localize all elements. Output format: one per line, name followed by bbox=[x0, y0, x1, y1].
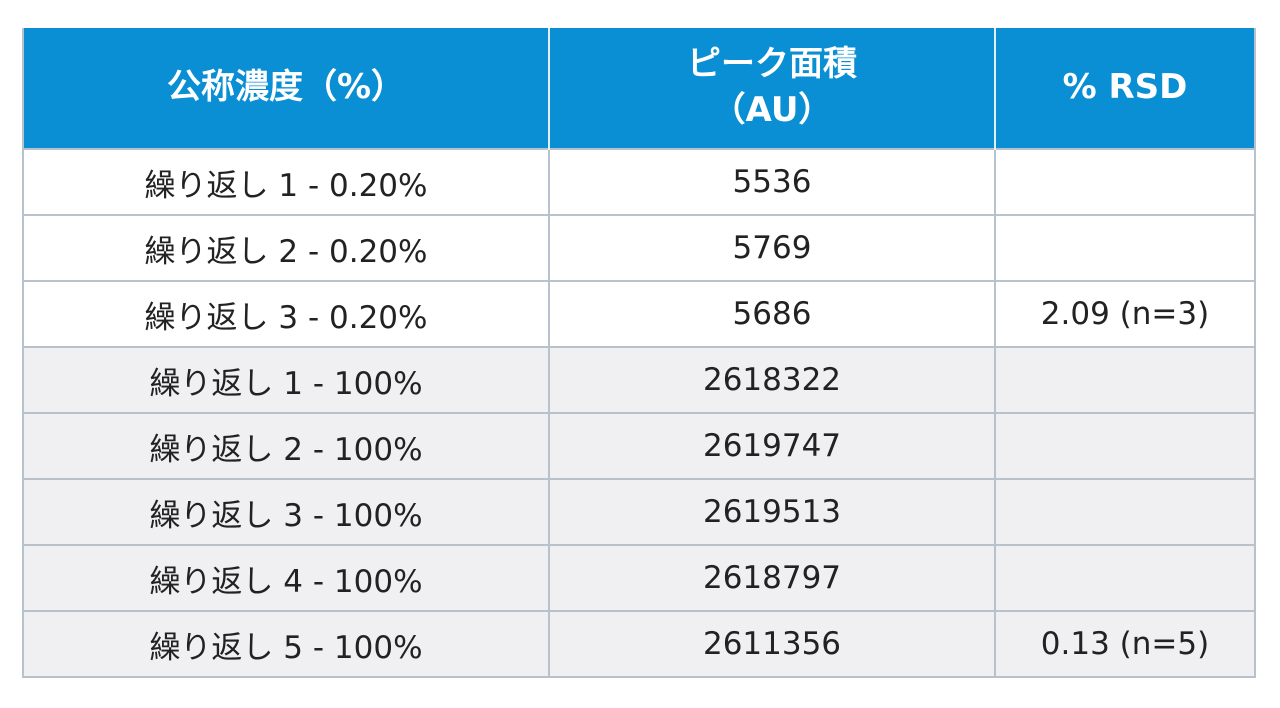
cell-replicate-label: 繰り返し 5 - 100% bbox=[22, 610, 550, 678]
header-nominal-concentration: 公称濃度（%） bbox=[22, 28, 550, 149]
cell-rsd bbox=[994, 346, 1256, 414]
cell-peak-area: 5536 bbox=[548, 148, 996, 216]
cell-peak-area: 5769 bbox=[548, 214, 996, 282]
cell-rsd: 2.09 (n=3) bbox=[994, 280, 1256, 348]
table-row: 繰り返し 3 - 100% 2619513 bbox=[22, 478, 1256, 546]
cell-rsd bbox=[994, 214, 1256, 282]
cell-peak-area: 5686 bbox=[548, 280, 996, 348]
table-row: 繰り返し 1 - 100% 2618322 bbox=[22, 346, 1256, 414]
header-peak-area-label: ピーク面積 bbox=[687, 44, 857, 85]
cell-peak-area: 2611356 bbox=[548, 610, 996, 678]
cell-replicate-label: 繰り返し 3 - 100% bbox=[22, 478, 550, 546]
table-row: 繰り返し 4 - 100% 2618797 bbox=[22, 544, 1256, 612]
header-row: 公称濃度（%） ピーク面積 （AU） % RSD bbox=[22, 28, 1256, 149]
table-row: 繰り返し 2 - 100% 2619747 bbox=[22, 412, 1256, 480]
table-row: 繰り返し 1 - 0.20% 5536 bbox=[22, 148, 1256, 216]
table-row: 繰り返し 3 - 0.20% 5686 2.09 (n=3) bbox=[22, 280, 1256, 348]
cell-rsd bbox=[994, 544, 1256, 612]
cell-rsd bbox=[994, 148, 1256, 216]
cell-replicate-label: 繰り返し 2 - 100% bbox=[22, 412, 550, 480]
table-row: 繰り返し 2 - 0.20% 5769 bbox=[22, 214, 1256, 282]
cell-peak-area: 2619513 bbox=[548, 478, 996, 546]
cell-rsd bbox=[994, 412, 1256, 480]
cell-peak-area: 2618797 bbox=[548, 544, 996, 612]
table-header: 公称濃度（%） ピーク面積 （AU） % RSD bbox=[22, 28, 1256, 149]
results-table-container: 公称濃度（%） ピーク面積 （AU） % RSD 繰り返し 1 - 0.20% … bbox=[22, 28, 1256, 678]
cell-rsd bbox=[994, 478, 1256, 546]
cell-replicate-label: 繰り返し 3 - 0.20% bbox=[22, 280, 550, 348]
results-table: 公称濃度（%） ピーク面積 （AU） % RSD 繰り返し 1 - 0.20% … bbox=[22, 28, 1256, 678]
header-peak-area-unit: （AU） bbox=[711, 90, 833, 130]
cell-rsd: 0.13 (n=5) bbox=[994, 610, 1256, 678]
cell-replicate-label: 繰り返し 4 - 100% bbox=[22, 544, 550, 612]
cell-peak-area: 2618322 bbox=[548, 346, 996, 414]
cell-replicate-label: 繰り返し 1 - 0.20% bbox=[22, 148, 550, 216]
header-rsd: % RSD bbox=[994, 28, 1256, 149]
table-row: 繰り返し 5 - 100% 2611356 0.13 (n=5) bbox=[22, 610, 1256, 678]
table-body: 繰り返し 1 - 0.20% 5536 繰り返し 2 - 0.20% 5769 … bbox=[22, 148, 1256, 678]
cell-replicate-label: 繰り返し 1 - 100% bbox=[22, 346, 550, 414]
cell-peak-area: 2619747 bbox=[548, 412, 996, 480]
cell-replicate-label: 繰り返し 2 - 0.20% bbox=[22, 214, 550, 282]
header-peak-area: ピーク面積 （AU） bbox=[548, 28, 996, 149]
